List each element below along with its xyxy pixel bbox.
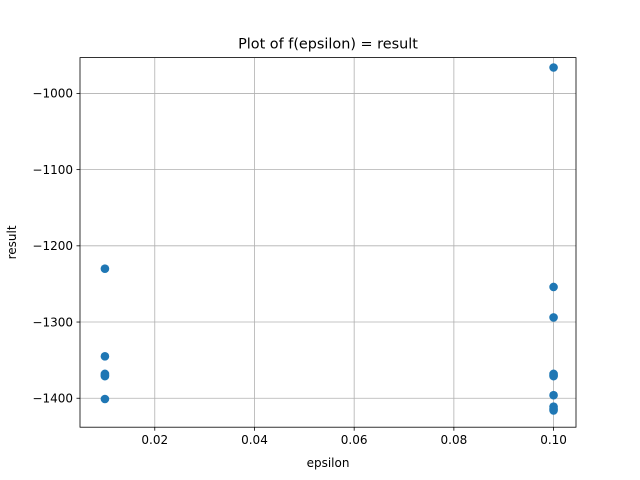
data-point — [549, 63, 558, 72]
axes-frame — [79, 57, 577, 428]
grid — [80, 57, 576, 428]
y-tick-label: −1200 — [32, 239, 73, 253]
x-tick-label: 0.02 — [141, 433, 168, 447]
x-axis-label: epsilon — [307, 456, 350, 470]
data-point — [100, 352, 110, 361]
y-axis: −1400 −1300 −1200 −1100 −1000 — [32, 87, 80, 406]
x-tick-label: 0.10 — [540, 433, 567, 447]
data-point — [549, 282, 558, 292]
chart-title: Plot of f(epsilon) = result — [238, 37, 418, 53]
x-tick-label: 0.08 — [441, 433, 468, 447]
data-point — [549, 313, 558, 322]
x-axis: 0.02 0.04 0.06 0.08 0.10 — [141, 427, 567, 447]
data-point — [549, 406, 558, 415]
x-tick-label: 0.04 — [241, 433, 268, 447]
x-tick-label: 0.06 — [341, 433, 368, 447]
y-tick-label: −1300 — [32, 315, 73, 329]
y-axis-label: result — [5, 225, 19, 259]
y-tick-label: −1100 — [32, 163, 73, 177]
y-tick-label: −1000 — [32, 87, 73, 101]
data-points — [100, 63, 558, 415]
data-point — [100, 394, 110, 404]
data-point — [549, 390, 558, 400]
data-point — [100, 264, 110, 273]
y-tick-label: −1400 — [32, 392, 73, 406]
data-point — [100, 371, 110, 381]
data-point — [549, 371, 558, 381]
